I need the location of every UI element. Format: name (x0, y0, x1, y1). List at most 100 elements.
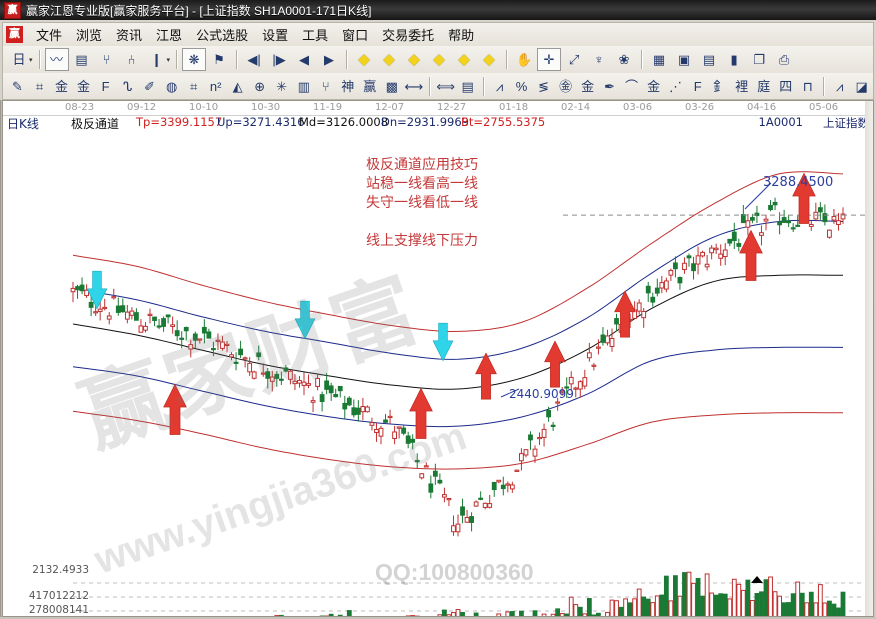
period-dropdown-caret[interactable]: ▾ (29, 56, 33, 64)
zoom-right-button[interactable]: ◆ (383, 51, 395, 68)
crosshair-tool-button[interactable]: ✛ (537, 48, 562, 71)
circle-tool-button[interactable]: ◍ (165, 78, 178, 94)
calendar-button[interactable]: ▦ (652, 52, 666, 67)
numbers-tool-button[interactable]: ▩ (385, 78, 398, 94)
gold-line-button[interactable]: 金 (581, 78, 595, 94)
print-button[interactable]: ⎙ (778, 52, 790, 67)
indicator-3-button[interactable]: ⑂ (102, 52, 111, 67)
candle-button[interactable]: ❙ (151, 52, 162, 67)
zoom-horizontal-button[interactable]: ◆ (408, 51, 420, 68)
date-tick-label: 12-27 (437, 102, 467, 113)
indicator-9-button[interactable]: ⑃ (127, 52, 136, 67)
menu-item-news[interactable]: 资讯 (116, 28, 143, 43)
slope-tool-button[interactable]: ⋰ (669, 78, 683, 94)
gann-tool-button[interactable]: ♆ (594, 52, 604, 67)
menu-item-window[interactable]: 窗口 (342, 28, 369, 43)
toolbar-separator (641, 50, 644, 69)
hand-tool-button[interactable]: ✋ (515, 52, 533, 67)
price-chart-svg (70, 171, 871, 537)
star-tool-button[interactable]: ✳ (276, 78, 288, 94)
zoom-out-button[interactable]: ◆ (458, 51, 470, 68)
indicator-up: Up=3271.4316 (217, 115, 305, 129)
spiral-tool-button[interactable]: ᔐ (122, 78, 133, 94)
ying-tool-button[interactable]: 赢 (363, 78, 377, 94)
toolbar-separator (176, 50, 179, 69)
arc-tool-button[interactable]: ⌒ (625, 78, 639, 94)
zoom-in-button[interactable]: ◆ (433, 51, 445, 68)
menu-item-file[interactable]: 文件 (36, 28, 63, 43)
square-n2-button[interactable]: n² (209, 78, 222, 94)
chart-area[interactable]: 08-23 09-12 10-10 10-30 11-19 12-07 12-27 01-18… (2, 100, 874, 617)
zoom-fit-button[interactable]: ◆ (483, 51, 495, 68)
ting-tool-button[interactable]: 庭 (757, 78, 771, 94)
buy-arrow-marker (544, 340, 566, 388)
box-tool-button[interactable]: ▥ (297, 78, 310, 94)
first-page-button[interactable]: ◀| (247, 52, 261, 67)
gold-circle-button[interactable]: ㊎ (559, 78, 573, 94)
grid-tool-button[interactable]: ⌗ (35, 78, 44, 94)
target-tool-button[interactable]: ⊕ (254, 78, 266, 94)
price-pane[interactable]: 极反通道应用技巧 站稳一线看高一线 失守一线看低一线 线上支撑线下压力 3288… (3, 131, 873, 561)
f-line-button[interactable]: F (693, 78, 702, 94)
angle-tool-button[interactable]: ◭ (232, 78, 243, 94)
sell-arrow-marker (86, 270, 108, 310)
shen-tool-button[interactable]: 神 (341, 78, 355, 94)
rays-tool-button[interactable]: ⩘ (835, 78, 844, 94)
notes-button[interactable]: ▤ (702, 52, 716, 67)
measure-tool-button[interactable]: ⟷ (404, 78, 424, 94)
zoom-left-button[interactable]: ◆ (358, 51, 370, 68)
indicator-bt: Bt=2755.5375 (461, 115, 546, 129)
brain-tool-button[interactable]: ❀ (618, 52, 630, 67)
percent-button[interactable]: % (515, 78, 528, 94)
volume-pane[interactable]: 2132.4933 417012212 278008141 139004071 (3, 561, 873, 616)
toolbar-separator (506, 50, 509, 69)
gold-ratio-button[interactable]: 金 (647, 78, 661, 94)
gann-gold2-button[interactable]: 金 (77, 78, 91, 94)
date-tick-label: 03-06 (623, 102, 653, 113)
period-day-button[interactable]: 日 (12, 52, 26, 67)
si-tool-button[interactable]: 四 (779, 78, 793, 94)
menu-item-settings[interactable]: 设置 (262, 28, 289, 43)
arrows-tool-button[interactable]: ⟺ (436, 78, 455, 94)
menu-item-formula[interactable]: 公式选股 (196, 28, 249, 43)
percent-ratio-button[interactable]: ⩘ (495, 78, 504, 94)
sector-tool-button[interactable]: ◪ (855, 78, 868, 94)
ruler-tool-button[interactable]: ▤ (461, 78, 474, 94)
pen-tool-button[interactable]: ✎ (12, 78, 23, 94)
last-page-button[interactable]: |▶ (272, 52, 286, 67)
date-tick-label: 03-26 (685, 102, 715, 113)
copy-button[interactable]: ❐ (753, 52, 765, 67)
chart-vertical-scrollbar[interactable] (865, 101, 873, 616)
next-button[interactable]: ▶ (324, 52, 335, 67)
menu-item-gann[interactable]: 江恩 (156, 28, 183, 43)
ladder-tool-button[interactable]: ⌗ (189, 78, 198, 94)
kline-style-button[interactable]: 〰 (44, 48, 69, 71)
flag-button[interactable]: ⚑ (213, 52, 225, 67)
date-tick-label: 10-30 (251, 102, 281, 113)
save-button[interactable]: ▮ (730, 52, 738, 67)
menu-item-trade[interactable]: 交易委托 (382, 28, 435, 43)
menu-item-help[interactable]: 帮助 (448, 28, 475, 43)
wave-tool-button[interactable]: ⑂ (321, 78, 330, 94)
toolbar-separator (236, 50, 239, 69)
candle-dropdown-caret[interactable]: ▾ (166, 56, 171, 64)
calculator-button[interactable]: ▣ (677, 52, 691, 67)
report-button[interactable]: ▤ (75, 52, 88, 67)
date-tick-label: 02-14 (561, 102, 591, 113)
percent-line-button[interactable]: ≶ (538, 78, 550, 94)
draw-line-tool-button[interactable]: ⤢ (568, 52, 580, 67)
annotation-line-3: 失守一线看低一线 (366, 195, 478, 211)
buy-arrow-marker (739, 229, 763, 281)
li-tool-button[interactable]: 裡 (735, 78, 749, 94)
prev-button[interactable]: ◀ (299, 52, 310, 67)
fan-tool-button[interactable]: F (101, 78, 110, 94)
pen-line-button[interactable]: ✒ (604, 78, 616, 94)
pencil-tool-button[interactable]: ✐ (144, 78, 156, 94)
frame-tool-button[interactable]: ⊓ (802, 78, 813, 94)
menu-logo-icon: 赢 (6, 26, 23, 43)
menu-item-browse[interactable]: 浏览 (76, 28, 103, 43)
menu-item-tools[interactable]: 工具 (302, 28, 329, 43)
formula-button[interactable]: ❋ (182, 48, 207, 71)
gann-gold-button[interactable]: 金 (55, 78, 69, 94)
gold-slope-button[interactable]: 釒 (713, 78, 727, 94)
